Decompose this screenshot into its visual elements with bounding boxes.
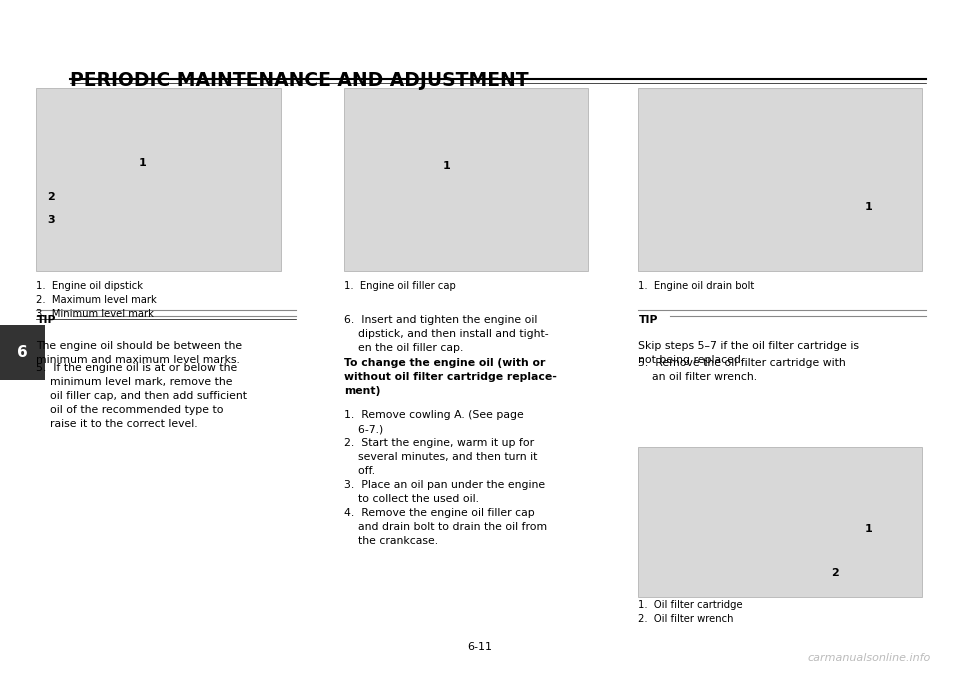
Text: The engine oil should be between the
minimum and maximum level marks.: The engine oil should be between the min…	[36, 341, 243, 365]
Text: 2: 2	[831, 568, 839, 578]
Text: 1.  Remove cowling A. (See page
    6-7.)
2.  Start the engine, warm it up for
 : 1. Remove cowling A. (See page 6-7.) 2. …	[344, 410, 547, 546]
Text: Skip steps 5–7 if the oil filter cartridge is
not being replaced.: Skip steps 5–7 if the oil filter cartrid…	[638, 341, 859, 365]
Text: 3: 3	[47, 216, 55, 225]
FancyBboxPatch shape	[344, 88, 588, 271]
Text: 1.  Engine oil drain bolt: 1. Engine oil drain bolt	[638, 281, 755, 292]
Text: 6-11: 6-11	[468, 642, 492, 652]
Text: 1.  Oil filter cartridge
2.  Oil filter wrench: 1. Oil filter cartridge 2. Oil filter wr…	[638, 600, 743, 624]
Text: 1: 1	[138, 158, 146, 167]
Text: 1: 1	[865, 202, 873, 212]
FancyBboxPatch shape	[0, 325, 45, 380]
Text: 6.  Insert and tighten the engine oil
    dipstick, and then install and tight-
: 6. Insert and tighten the engine oil dip…	[344, 315, 548, 353]
Text: 6: 6	[17, 345, 28, 360]
Text: 1: 1	[443, 161, 450, 171]
Text: TIP: TIP	[36, 315, 56, 325]
Text: TIP: TIP	[638, 315, 658, 325]
Text: 5.  If the engine oil is at or below the
    minimum level mark, remove the
    : 5. If the engine oil is at or below the …	[36, 363, 248, 428]
Text: 2: 2	[47, 192, 55, 201]
Text: 1: 1	[865, 524, 873, 534]
Text: 5.  Remove the oil filter cartridge with
    an oil filter wrench.: 5. Remove the oil filter cartridge with …	[638, 358, 846, 382]
Text: carmanualsonline.info: carmanualsonline.info	[808, 653, 931, 663]
FancyBboxPatch shape	[638, 447, 922, 597]
Text: 1.  Engine oil dipstick
2.  Maximum level mark
3.  Minimum level mark: 1. Engine oil dipstick 2. Maximum level …	[36, 281, 157, 319]
Text: PERIODIC MAINTENANCE AND ADJUSTMENT: PERIODIC MAINTENANCE AND ADJUSTMENT	[70, 71, 529, 90]
Text: To change the engine oil (with or
without oil filter cartridge replace-
ment): To change the engine oil (with or withou…	[344, 358, 557, 396]
FancyBboxPatch shape	[638, 88, 922, 271]
FancyBboxPatch shape	[36, 88, 281, 271]
Text: 1.  Engine oil filler cap: 1. Engine oil filler cap	[344, 281, 455, 292]
